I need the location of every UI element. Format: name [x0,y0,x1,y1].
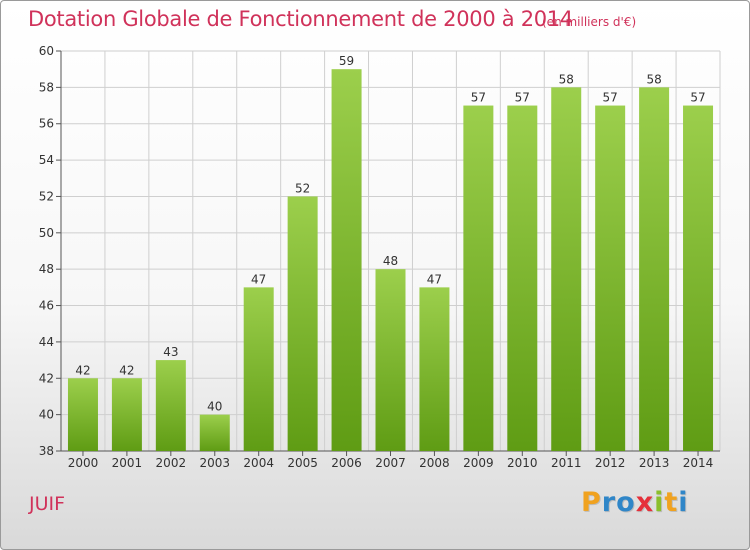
bar-value-label: 58 [646,72,661,86]
bar [331,69,362,451]
bar [551,87,582,451]
bar-value-label: 58 [559,72,574,86]
logo-letter: i [654,487,665,518]
x-tick-label: 2000 [68,456,99,470]
logo-letter: P [581,487,602,518]
bars [67,69,714,451]
logo-letter: i [678,487,689,518]
x-tick-label: 2004 [243,456,274,470]
bar [199,414,230,451]
bar [155,360,186,451]
y-tick-label: 48 [39,262,54,276]
bar-value-label: 42 [75,363,90,377]
x-tick-label: 2006 [331,456,362,470]
bar-value-label: 57 [471,91,486,105]
y-tick-label: 54 [39,153,54,167]
chart-title: Dotation Globale de Fonctionnement de 20… [28,7,573,31]
bar-value-label: 40 [207,400,222,414]
bar [375,269,406,451]
bar [463,105,494,451]
bar [287,196,318,451]
x-tick-label: 2008 [419,456,450,470]
logo-letter: r [601,487,617,518]
x-tick-label: 2003 [199,456,230,470]
x-tick-label: 2005 [287,456,318,470]
logo-letter: o [616,487,636,518]
y-tick-label: 60 [39,44,54,58]
bar-value-label: 57 [603,91,618,105]
y-tick-label: 50 [39,226,54,240]
x-tick-label: 2009 [463,456,494,470]
chart-unit: (en milliers d'€) [542,15,637,29]
bar-value-label: 52 [295,181,310,195]
bar [67,378,98,451]
bar-value-label: 47 [251,272,266,286]
bar-value-label: 57 [690,91,705,105]
y-tick-label: 56 [39,117,54,131]
bar [639,87,670,451]
x-tick-label: 2014 [683,456,714,470]
x-tick-label: 2001 [112,456,143,470]
bar-value-label: 48 [383,254,398,268]
y-tick-label: 58 [39,80,54,94]
bar [683,105,714,451]
bar [111,378,142,451]
bar [595,105,626,451]
bar [419,287,450,451]
bar-value-label: 47 [427,272,442,286]
x-tick-label: 2007 [375,456,406,470]
y-tick-label: 44 [39,335,54,349]
logo-letter: x [635,487,655,518]
y-tick-label: 38 [39,444,54,458]
x-tick-label: 2012 [595,456,626,470]
x-tick-label: 2002 [156,456,187,470]
logo-letter: t [664,487,679,518]
bar-value-label: 43 [163,345,178,359]
bar [243,287,274,451]
bar-value-label: 57 [515,91,530,105]
x-tick-label: 2010 [507,456,538,470]
y-tick-label: 40 [39,408,54,422]
y-tick-label: 52 [39,189,54,203]
x-tick-label: 2011 [551,456,582,470]
labels: 38 40 42 44 46 48 50 52 54 56 58 60 42 2000 42 2001 43 20… [39,44,714,470]
x-tick-label: 2013 [639,456,670,470]
bar [507,105,538,451]
bar-value-label: 42 [119,363,134,377]
commune-name: JUIF [29,493,66,515]
bar-value-label: 59 [339,54,354,68]
y-tick-label: 42 [39,371,54,385]
proxiti-logo: Proxiti [581,487,689,518]
y-tick-label: 46 [39,299,54,313]
